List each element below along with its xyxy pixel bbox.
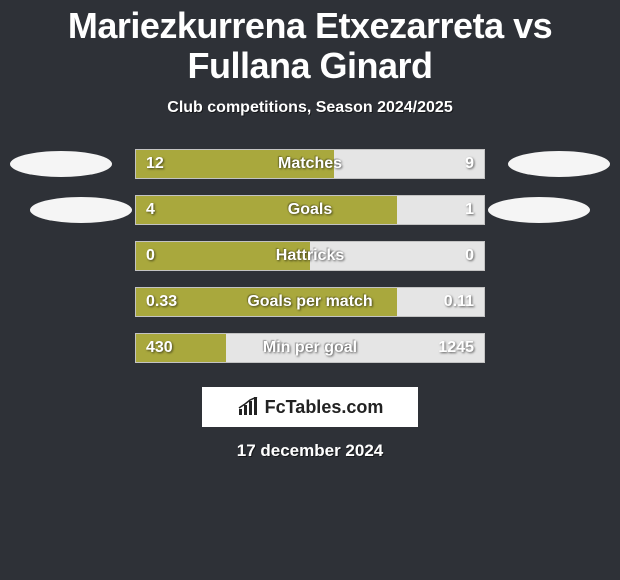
brand-badge[interactable]: FcTables.com bbox=[202, 387, 418, 427]
bar-right-fill bbox=[334, 150, 484, 178]
stat-label: Hattricks bbox=[276, 247, 344, 265]
stat-value-right: 1 bbox=[465, 201, 474, 219]
stat-bar: 12 9 Matches bbox=[135, 149, 485, 179]
stat-bar: 0.33 0.11 Goals per match bbox=[135, 287, 485, 317]
brand-text: FcTables.com bbox=[265, 397, 384, 418]
stat-row: 430 1245 Min per goal bbox=[0, 325, 620, 371]
stats-list: 12 9 Matches 4 1 Goals 0 0 Hattricks 0.33 0.11 Goal… bbox=[0, 141, 620, 371]
stat-value-left: 0 bbox=[146, 247, 155, 265]
stat-value-left: 0.33 bbox=[146, 293, 177, 311]
page-title: Mariezkurrena Etxezarreta vs Fullana Gin… bbox=[0, 6, 620, 85]
stat-value-right: 0 bbox=[465, 247, 474, 265]
stat-label: Goals bbox=[288, 201, 332, 219]
stat-label: Min per goal bbox=[263, 339, 357, 357]
stat-value-right: 1245 bbox=[438, 339, 474, 357]
player-left-avatar bbox=[30, 197, 132, 223]
stat-row: 0 0 Hattricks bbox=[0, 233, 620, 279]
chart-icon bbox=[237, 397, 261, 417]
player-right-avatar bbox=[488, 197, 590, 223]
stat-value-right: 9 bbox=[465, 155, 474, 173]
player-left-avatar bbox=[10, 151, 112, 177]
stat-bar: 0 0 Hattricks bbox=[135, 241, 485, 271]
stat-value-right: 0.11 bbox=[444, 293, 474, 311]
stat-label: Goals per match bbox=[247, 293, 372, 311]
stat-row: 4 1 Goals bbox=[0, 187, 620, 233]
subtitle: Club competitions, Season 2024/2025 bbox=[0, 99, 620, 117]
stat-row: 12 9 Matches bbox=[0, 141, 620, 187]
stat-bar: 4 1 Goals bbox=[135, 195, 485, 225]
stat-value-left: 12 bbox=[146, 155, 164, 173]
stat-bar: 430 1245 Min per goal bbox=[135, 333, 485, 363]
stat-row: 0.33 0.11 Goals per match bbox=[0, 279, 620, 325]
player-right-avatar bbox=[508, 151, 610, 177]
stat-value-left: 4 bbox=[146, 201, 155, 219]
comparison-card: Mariezkurrena Etxezarreta vs Fullana Gin… bbox=[0, 0, 620, 461]
stat-label: Matches bbox=[278, 155, 342, 173]
bar-left-fill bbox=[136, 196, 397, 224]
date-label: 17 december 2024 bbox=[0, 441, 620, 461]
stat-value-left: 430 bbox=[146, 339, 173, 357]
